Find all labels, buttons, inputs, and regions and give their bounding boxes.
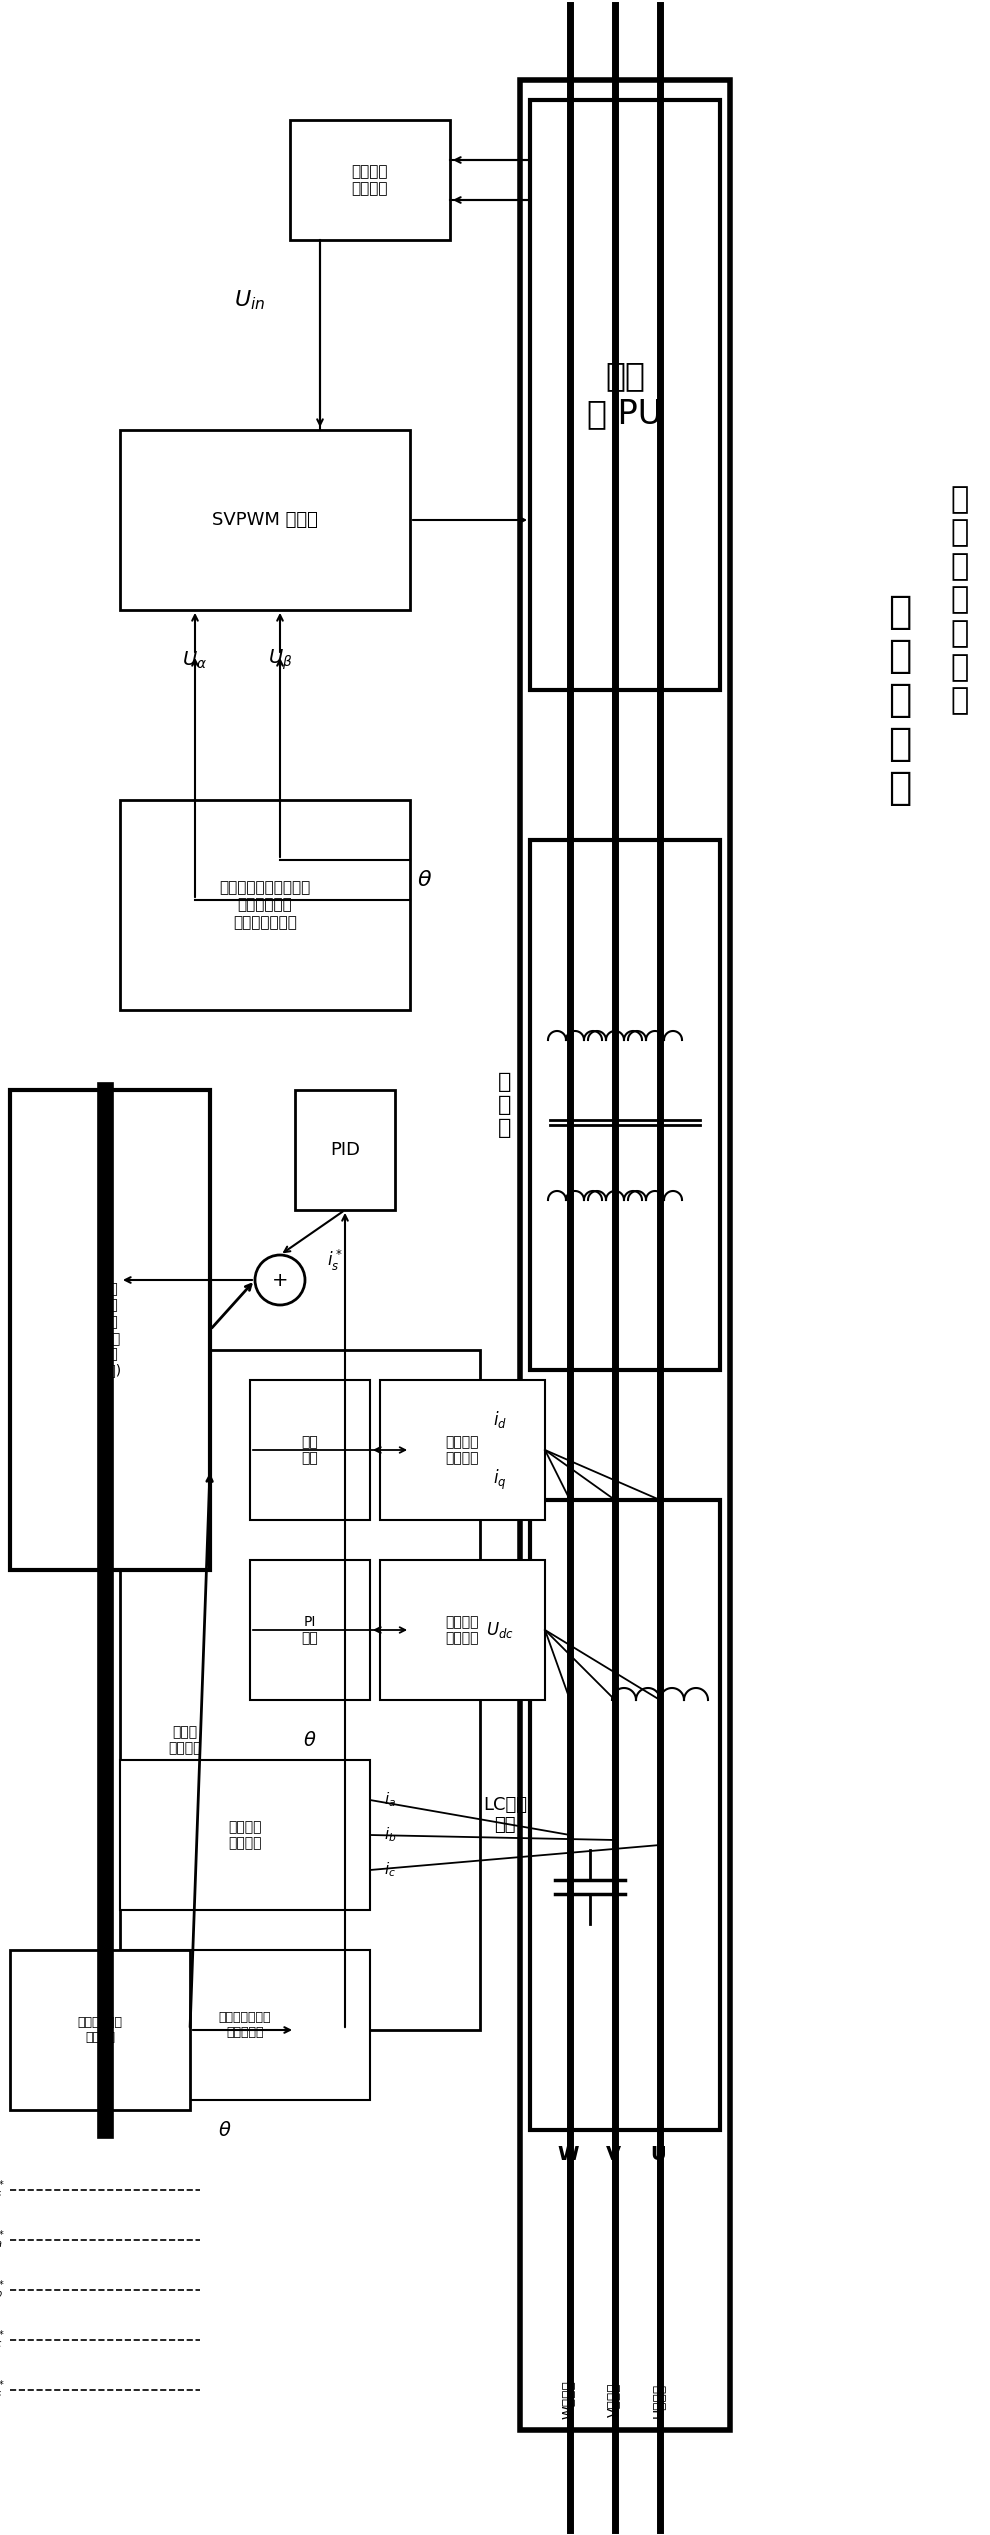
Bar [120, 1351, 480, 2031]
Bar [295, 1090, 395, 1209]
Bar [530, 839, 720, 1369]
Bar [120, 801, 410, 1009]
Text: $U_{\alpha}$: $U_{\alpha}$ [182, 649, 208, 672]
Text: V: V [606, 2145, 621, 2165]
Text: 三相电流
采样电路: 三相电流 采样电路 [446, 1435, 479, 1465]
Text: U: U [650, 2145, 666, 2165]
Bar [120, 1949, 370, 2099]
Text: 三相电压采样及
锁相环电路: 三相电压采样及 锁相环电路 [219, 2010, 271, 2038]
Bar [10, 1090, 210, 1569]
Text: W: W [557, 2145, 579, 2165]
Bar [290, 119, 450, 241]
Text: 三相电压
采样电路: 三相电压 采样电路 [446, 1615, 479, 1645]
Text: $i_b$: $i_b$ [384, 1825, 396, 1845]
Text: $i_a^*$: $i_a^*$ [0, 2228, 5, 2251]
Text: 变流
器 PU: 变流 器 PU [587, 360, 662, 431]
Text: $i_a$: $i_a$ [384, 1790, 396, 1810]
Text: $\theta$: $\theta$ [303, 1731, 317, 1749]
Text: PID: PID [330, 1141, 360, 1158]
Text: $U_{\beta}$: $U_{\beta}$ [267, 649, 292, 672]
Bar [250, 1559, 370, 1701]
Bar [520, 81, 730, 2431]
Bar [120, 431, 410, 611]
Text: $U_{in}$: $U_{in}$ [235, 289, 265, 312]
Text: W相电压: W相电压 [561, 2380, 575, 2418]
Text: +: + [271, 1270, 288, 1290]
Bar [10, 1949, 190, 2109]
Text: $\theta$: $\theta$ [218, 2119, 232, 2140]
Text: 三相电流
采样电路: 三相电流 采样电路 [229, 1820, 261, 1851]
Text: $i_c$: $i_c$ [384, 1861, 396, 1878]
Text: 均流
控制
系统
(电网
电压
定向): 均流 控制 系统 (电网 电压 定向) [99, 1283, 121, 1377]
Bar [380, 1379, 545, 1521]
Text: 电流
控制: 电流 控制 [302, 1435, 319, 1465]
Text: $\theta$: $\theta$ [418, 870, 433, 890]
Text: $i_c^*$: $i_c^*$ [0, 2330, 5, 2352]
Text: $i_s^*$: $i_s^*$ [327, 1247, 343, 1273]
Text: 变流器
控制策略: 变流器 控制策略 [168, 1724, 202, 1754]
Text: LC滤波
电路: LC滤波 电路 [483, 1795, 527, 1835]
Text: 变
压
器: 变 压 器 [498, 1072, 512, 1138]
Text: SVPWM 发生器: SVPWM 发生器 [212, 512, 318, 530]
Text: 均流误差信号
采样处理: 均流误差信号 采样处理 [77, 2015, 123, 2043]
Text: PI
控制: PI 控制 [302, 1615, 319, 1645]
Text: $i_q$: $i_q$ [493, 1468, 507, 1493]
Text: 变
流
器
机
组: 变 流 器 机 组 [888, 593, 912, 806]
Text: 输入电压
采样电路: 输入电压 采样电路 [351, 165, 388, 195]
Bar [380, 1559, 545, 1701]
Text: 变
流
器
并
联
系
统: 变 流 器 并 联 系 统 [950, 484, 969, 715]
Bar [250, 1379, 370, 1521]
Bar [530, 1501, 720, 2129]
Bar [120, 1759, 370, 1909]
Bar [530, 99, 720, 690]
Text: $U_{dc}$: $U_{dc}$ [486, 1620, 514, 1640]
Text: $i_b^*$: $i_b^*$ [0, 2279, 5, 2302]
Text: $i_s^*$: $i_s^*$ [0, 2178, 5, 2200]
Text: 电网电压定向矢量控制
直流电压环和
电流环控制策略: 电网电压定向矢量控制 直流电压环和 电流环控制策略 [220, 880, 311, 930]
Text: $\phi_s^*$: $\phi_s^*$ [0, 2378, 5, 2401]
Text: V相电压: V相电压 [606, 2383, 620, 2418]
Text: U相电压: U相电压 [651, 2383, 665, 2418]
Text: $i_d$: $i_d$ [493, 1409, 507, 1430]
